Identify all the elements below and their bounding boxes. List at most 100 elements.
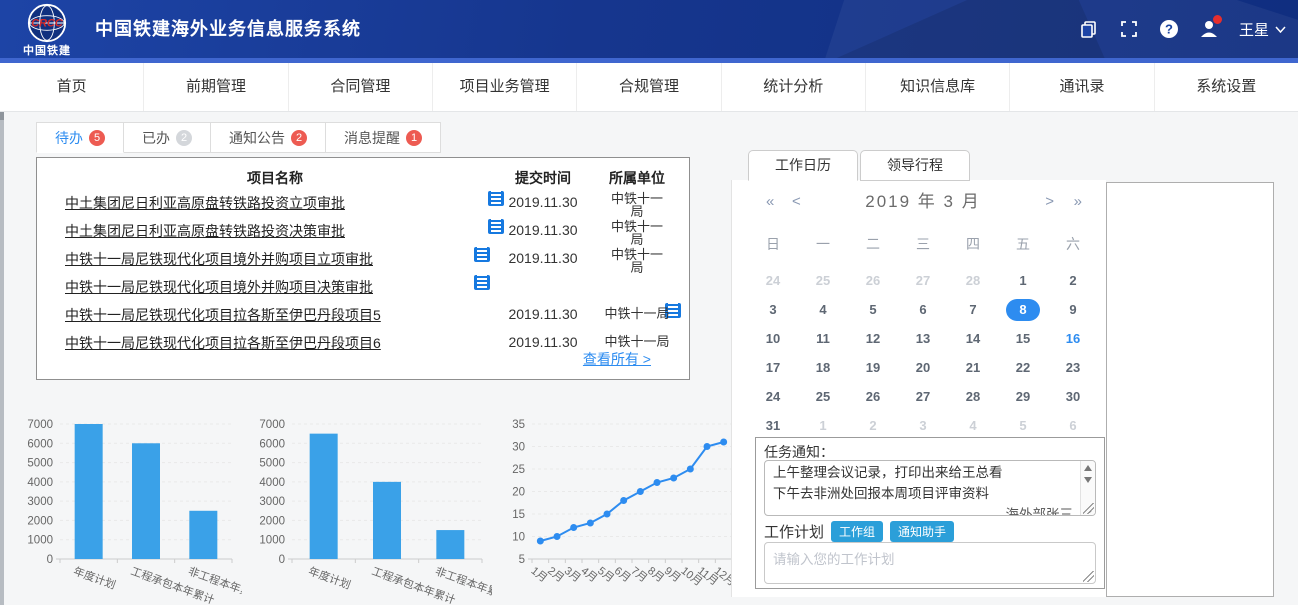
next-month-button[interactable]: > bbox=[1045, 193, 1054, 210]
detail-list-icon[interactable] bbox=[488, 219, 504, 234]
calendar-day[interactable]: 10 bbox=[765, 331, 781, 346]
calendar-day[interactable]: 14 bbox=[965, 331, 981, 346]
tab-announcements[interactable]: 通知公告 2 bbox=[211, 122, 326, 153]
calendar-day[interactable]: 17 bbox=[765, 360, 781, 375]
calendar-day[interactable]: 9 bbox=[1069, 302, 1077, 317]
tab-reminders[interactable]: 消息提醒 1 bbox=[326, 122, 441, 153]
detail-list-icon[interactable] bbox=[474, 275, 490, 290]
calendar-day[interactable]: 30 bbox=[1065, 389, 1081, 404]
calendar-day[interactable]: 31 bbox=[765, 418, 781, 433]
calendar-day[interactable]: 2 bbox=[1069, 273, 1077, 288]
weekday-label: 三 bbox=[916, 236, 930, 252]
calendar-day[interactable]: 8 bbox=[998, 295, 1048, 324]
nav-item-contacts[interactable]: 通讯录 bbox=[1009, 63, 1153, 111]
nav-item-system-settings[interactable]: 系统设置 bbox=[1153, 63, 1298, 111]
weekday-label: 六 bbox=[1066, 236, 1080, 252]
col-header-project-name: 项目名称 bbox=[247, 170, 303, 186]
calendar-day[interactable]: 3 bbox=[919, 418, 927, 433]
calendar-day[interactable]: 15 bbox=[1015, 331, 1031, 346]
project-name-link[interactable]: 中土集团尼日利亚高原盘转铁路投资决策审批 bbox=[65, 223, 345, 239]
svg-text:1000: 1000 bbox=[27, 535, 53, 547]
copy-icon[interactable] bbox=[1079, 19, 1099, 39]
tab-leader-schedule[interactable]: 领导行程 bbox=[860, 150, 970, 181]
tab-done[interactable]: 已办 2 bbox=[124, 122, 211, 153]
table-row: 中铁十一局尼铁现代化项目拉各斯至伊巴丹段项目6 2019.11.30 中铁十一局 bbox=[37, 328, 689, 356]
calendar-day[interactable]: 6 bbox=[1069, 418, 1077, 433]
nav-item-knowledge[interactable]: 知识信息库 bbox=[864, 63, 1009, 111]
calendar-day[interactable]: 27 bbox=[915, 389, 931, 404]
nav-item-home[interactable]: 首页 bbox=[56, 78, 87, 95]
tab-todo[interactable]: 待办 5 bbox=[36, 122, 124, 153]
notify-assistant-button[interactable]: 通知助手 bbox=[890, 521, 955, 542]
calendar-day[interactable]: 27 bbox=[915, 273, 931, 288]
fullscreen-icon[interactable] bbox=[1119, 19, 1139, 39]
calendar-day[interactable]: 24 bbox=[765, 389, 781, 404]
nav-item-statistics[interactable]: 统计分析 bbox=[720, 63, 865, 111]
project-name-link[interactable]: 中铁十一局尼铁现代化项目拉各斯至伊巴丹段项目5 bbox=[65, 307, 381, 323]
calendar-day[interactable]: 19 bbox=[865, 360, 881, 375]
svg-text:7000: 7000 bbox=[27, 419, 53, 431]
calendar-day[interactable]: 26 bbox=[865, 389, 881, 404]
calendar-day[interactable]: 25 bbox=[815, 273, 831, 288]
task-notice-box: 任务通知： 上午整理会议记录，打印出来给王总看 下午去非洲处回报本周项目评审资料海… bbox=[755, 437, 1105, 589]
crcc-logo: CRCC 中国铁建 bbox=[16, 3, 78, 58]
nav-item-project-business[interactable]: 项目业务管理 bbox=[431, 63, 576, 111]
textarea-scrollbar[interactable] bbox=[1080, 461, 1095, 515]
calendar-day[interactable]: 4 bbox=[969, 418, 977, 433]
calendar-day[interactable]: 2 bbox=[869, 418, 877, 433]
calendar-day[interactable]: 26 bbox=[865, 273, 881, 288]
nav-item-contract[interactable]: 合同管理 bbox=[287, 63, 432, 111]
calendar-day[interactable]: 28 bbox=[965, 389, 981, 404]
calendar-day[interactable]: 11 bbox=[816, 331, 830, 346]
user-menu[interactable]: 王星 bbox=[1239, 19, 1286, 40]
submit-date: 2019.11.30 bbox=[508, 250, 578, 266]
next-year-button[interactable]: » bbox=[1073, 193, 1082, 210]
task-notice-textarea[interactable]: 上午整理会议记录，打印出来给王总看 下午去非洲处回报本周项目评审资料 海外部张三 bbox=[764, 460, 1096, 516]
work-group-button[interactable]: 工作组 bbox=[831, 521, 884, 542]
calendar-day[interactable]: 21 bbox=[965, 360, 981, 375]
detail-list-icon[interactable] bbox=[474, 247, 490, 262]
view-all-link[interactable]: 查看所有 > bbox=[582, 351, 651, 367]
svg-text:5000: 5000 bbox=[259, 458, 285, 470]
calendar-day[interactable]: 18 bbox=[815, 360, 831, 375]
project-name-link[interactable]: 中土集团尼日利亚高原盘转铁路投资立项审批 bbox=[65, 195, 345, 211]
calendar-day[interactable]: 16 bbox=[1065, 331, 1081, 346]
detail-list-icon[interactable] bbox=[665, 303, 681, 318]
calendar-day[interactable]: 4 bbox=[819, 302, 827, 317]
calendar-day[interactable]: 23 bbox=[1065, 360, 1081, 375]
help-icon[interactable]: ? bbox=[1159, 19, 1179, 39]
calendar-day[interactable]: 25 bbox=[815, 389, 831, 404]
work-plan-input[interactable] bbox=[765, 543, 1095, 583]
calendar-day[interactable]: 5 bbox=[1019, 418, 1027, 433]
calendar-day[interactable]: 28 bbox=[965, 273, 981, 288]
project-name-link[interactable]: 中铁十一局尼铁现代化项目境外并购项目立项审批 bbox=[65, 251, 373, 267]
calendar-day[interactable]: 22 bbox=[1015, 360, 1031, 375]
user-icon[interactable] bbox=[1199, 15, 1222, 39]
calendar-day[interactable]: 5 bbox=[869, 302, 877, 317]
calendar-day[interactable]: 1 bbox=[1019, 273, 1027, 288]
prev-month-button[interactable]: < bbox=[792, 193, 801, 210]
resize-handle-icon[interactable] bbox=[1083, 571, 1094, 582]
nav-item-preliminary[interactable]: 前期管理 bbox=[143, 63, 287, 111]
calendar-day[interactable]: 12 bbox=[865, 331, 881, 346]
project-name-link[interactable]: 中铁十一局尼铁现代化项目境外并购项目决策审批 bbox=[65, 279, 373, 295]
svg-text:35: 35 bbox=[512, 419, 525, 431]
nav-item-compliance[interactable]: 合规管理 bbox=[576, 63, 720, 111]
calendar-day[interactable]: 29 bbox=[1015, 389, 1031, 404]
prev-year-button[interactable]: « bbox=[766, 193, 775, 210]
project-name-link[interactable]: 中铁十一局尼铁现代化项目拉各斯至伊巴丹段项目6 bbox=[65, 335, 381, 351]
tab-work-calendar[interactable]: 工作日历 bbox=[748, 150, 858, 181]
svg-text:0: 0 bbox=[47, 554, 53, 566]
scroll-down-icon[interactable] bbox=[1084, 477, 1092, 483]
calendar-day[interactable]: 24 bbox=[765, 273, 781, 288]
scroll-up-icon[interactable] bbox=[1084, 465, 1092, 471]
svg-text:6000: 6000 bbox=[259, 438, 285, 450]
calendar-day[interactable]: 3 bbox=[769, 302, 777, 317]
calendar-day[interactable]: 7 bbox=[969, 302, 977, 317]
calendar-day[interactable]: 1 bbox=[819, 418, 827, 433]
calendar-day[interactable]: 6 bbox=[919, 302, 927, 317]
detail-list-icon[interactable] bbox=[488, 191, 504, 206]
calendar-day[interactable]: 13 bbox=[915, 331, 931, 346]
calendar-day[interactable]: 20 bbox=[915, 360, 931, 375]
resize-handle-icon[interactable] bbox=[1083, 503, 1094, 514]
